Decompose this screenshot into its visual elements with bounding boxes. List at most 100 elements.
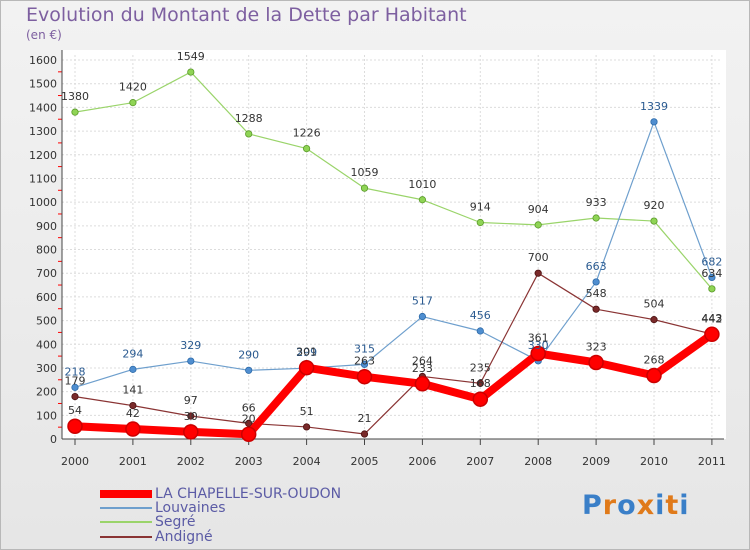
data-label: 920	[644, 199, 665, 212]
data-label: 323	[586, 340, 607, 353]
data-label: 1380	[61, 90, 89, 103]
data-point	[245, 366, 253, 374]
legend-swatch-la-chapelle	[100, 489, 152, 498]
x-tick-label: 2006	[408, 455, 436, 468]
data-label: 21	[358, 412, 372, 425]
data-label: 315	[354, 342, 375, 355]
y-tick-label: 200	[36, 386, 57, 399]
data-label: 634	[701, 267, 722, 280]
y-tick-label: 1400	[29, 101, 57, 114]
data-label: 456	[470, 309, 491, 322]
x-tick-label: 2010	[640, 455, 668, 468]
data-label: 168	[470, 377, 491, 390]
series-line-1	[74, 121, 713, 388]
data-point	[187, 357, 195, 365]
data-point	[240, 426, 257, 443]
data-point	[129, 99, 137, 107]
grid	[62, 50, 726, 440]
data-label: 443	[701, 312, 722, 325]
data-point	[302, 423, 311, 431]
y-tick-label: 1500	[29, 78, 57, 91]
legend-label: Louvaines	[155, 499, 226, 516]
data-point	[592, 278, 600, 286]
series-line-2	[74, 71, 713, 290]
data-label: 141	[122, 384, 143, 397]
legend-item-la-chapelle-sur-oudon[interactable]: LA CHAPELLE-SUR-OUDON	[100, 485, 342, 502]
data-label: 904	[528, 203, 549, 216]
series-layer	[67, 68, 720, 443]
data-label: 299	[296, 346, 317, 359]
y-tick-label: 100	[36, 409, 57, 422]
y-tick-label: 1000	[29, 196, 57, 209]
data-label: 1288	[235, 112, 263, 125]
data-label: 330	[528, 339, 549, 352]
data-label: 179	[65, 375, 86, 388]
data-label: 504	[644, 298, 665, 311]
data-label: 301	[296, 346, 317, 359]
data-label: 548	[586, 287, 607, 300]
data-point	[476, 327, 484, 335]
y-tick-label: 400	[36, 338, 57, 351]
axes: 0 100 200 300 400 500 600 700 800 900 1000 1100 1200…	[29, 50, 726, 468]
data-point	[472, 391, 489, 407]
legend-item-andigne[interactable]: Andigné	[100, 528, 213, 545]
data-label: 264	[412, 354, 433, 367]
data-label: 1059	[351, 166, 379, 179]
plot-area	[62, 50, 726, 439]
data-point	[588, 354, 604, 371]
data-point	[129, 402, 137, 410]
data-label: 233	[412, 362, 433, 375]
legend-label: Andigné	[155, 528, 213, 545]
data-point	[592, 214, 600, 222]
data-point	[129, 365, 137, 373]
data-point	[650, 118, 658, 126]
data-label: 517	[412, 295, 433, 308]
data-point	[360, 430, 369, 438]
data-label: 235	[470, 361, 491, 374]
data-point	[650, 217, 658, 225]
legend-swatch-andigne	[100, 535, 152, 538]
data-point	[187, 68, 195, 76]
x-tick-label: 2009	[582, 455, 610, 468]
data-label: 54	[68, 404, 82, 417]
data-label: 294	[122, 347, 143, 360]
y-tick-label: 1200	[29, 149, 57, 162]
series-line-3	[74, 272, 713, 435]
legend-label: Segré	[155, 513, 196, 530]
legend-swatch-segre	[100, 520, 152, 523]
data-label: 1549	[177, 50, 205, 63]
data-point	[125, 421, 141, 437]
legend-item-segre[interactable]: Segré	[100, 513, 196, 530]
x-tick-label: 2002	[177, 455, 205, 468]
data-point	[708, 273, 716, 282]
data-label: 329	[180, 339, 201, 352]
x-tick-label: 2005	[351, 455, 379, 468]
data-label: 66	[242, 401, 256, 414]
data-point	[592, 305, 600, 313]
data-point	[534, 221, 542, 229]
data-label: 42	[126, 407, 140, 420]
legend-label: LA CHAPELLE-SUR-OUDON	[155, 485, 342, 502]
series-line-0	[74, 331, 715, 439]
x-tick-label: 2001	[119, 455, 147, 468]
y-tick-label: 300	[36, 362, 57, 375]
data-label: 290	[238, 348, 259, 361]
data-label: 1420	[119, 81, 147, 94]
data-point	[67, 418, 83, 434]
data-label: 51	[300, 405, 314, 418]
proxiti-logo: Proxiti	[582, 490, 690, 521]
data-label: 268	[644, 354, 665, 367]
legend-item-louvaines[interactable]: Louvaines	[100, 499, 226, 516]
data-point	[476, 379, 484, 387]
data-label: 30	[184, 410, 198, 423]
data-label: 663	[586, 260, 607, 273]
data-label: 1339	[640, 100, 668, 113]
chart-title: Evolution du Montant de la Dette par Hab…	[26, 4, 467, 26]
data-label: 20	[242, 412, 256, 425]
data-point	[476, 218, 484, 227]
data-label: 263	[354, 355, 375, 368]
data-label: 97	[184, 394, 198, 407]
data-point	[530, 345, 546, 362]
data-point	[708, 285, 716, 293]
